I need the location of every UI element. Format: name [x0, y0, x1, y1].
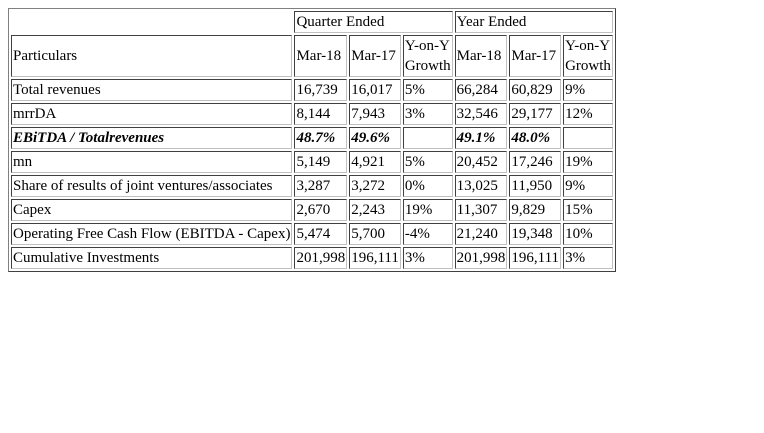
growth-header-line-2: Growth: [404, 58, 451, 74]
cell-year-growth: 9%: [563, 79, 613, 101]
group-header-quarter: Quarter Ended: [294, 11, 453, 33]
cell-year-current: 66,284: [454, 79, 508, 101]
column-header-year-current: Mar-18: [454, 35, 508, 77]
cell-year-growth: 15%: [563, 199, 613, 221]
cell-quarter-previous: 2,243: [349, 199, 401, 221]
cell-quarter-previous: 196,111: [349, 247, 401, 269]
table-row: Total revenues 16,739 16,017 5% 66,284 6…: [11, 79, 613, 101]
cell-quarter-previous: 7,943: [349, 103, 401, 125]
cell-year-current: 13,025: [454, 175, 508, 197]
cell-year-growth: 10%: [563, 223, 613, 245]
table-column-header-row: Particulars Mar-18 Mar-17 Y-on-Y Growth M…: [11, 35, 613, 77]
row-label: mrrDA: [11, 103, 293, 125]
cell-year-current: 32,546: [454, 103, 508, 125]
cell-year-previous: 17,246: [509, 151, 562, 173]
row-label: Share of results of joint ventures/assoc…: [11, 175, 293, 197]
cell-quarter-growth: -4%: [402, 223, 453, 245]
column-header-quarter-current: Mar-18: [294, 35, 348, 77]
cell-quarter-previous: 49.6%: [349, 127, 401, 149]
cell-quarter-growth: 5%: [402, 151, 453, 173]
cell-quarter-current: 201,998: [294, 247, 348, 269]
cell-year-previous: 48.0%: [509, 127, 562, 149]
column-header-year-previous: Mar-17: [509, 35, 562, 77]
cell-year-growth: 19%: [563, 151, 613, 173]
cell-year-growth: 12%: [563, 103, 613, 125]
column-header-quarter-previous: Mar-17: [349, 35, 401, 77]
column-header-particulars: Particulars: [11, 35, 293, 77]
table-row: Operating Free Cash Flow (EBITDA - Capex…: [11, 223, 613, 245]
cell-quarter-previous: 5,700: [349, 223, 401, 245]
cell-quarter-growth: 0%: [402, 175, 453, 197]
financial-table-container: Quarter Ended Year Ended Particulars Mar…: [8, 8, 616, 272]
cell-quarter-current: 5,149: [294, 151, 348, 173]
growth-header-line-1: Y-on-Y: [404, 38, 450, 54]
table-row: Capex 2,670 2,243 19% 11,307 9,829 15%: [11, 199, 613, 221]
cell-quarter-previous: 3,272: [349, 175, 401, 197]
row-label: EBiTDA / Totalrevenues: [11, 127, 293, 149]
cell-year-current: 201,998: [454, 247, 508, 269]
cell-year-current: 11,307: [454, 199, 508, 221]
cell-year-previous: 29,177: [509, 103, 562, 125]
cell-quarter-current: 3,287: [294, 175, 348, 197]
cell-year-previous: 11,950: [509, 175, 562, 197]
table-row: mn 5,149 4,921 5% 20,452 17,246 19%: [11, 151, 613, 173]
cell-quarter-current: 48.7%: [294, 127, 348, 149]
table-row: Cumulative Investments 201,998 196,111 3…: [11, 247, 613, 269]
cell-quarter-previous: 16,017: [349, 79, 401, 101]
cell-year-growth: 9%: [563, 175, 613, 197]
row-label: Total revenues: [11, 79, 293, 101]
cell-year-current: 20,452: [454, 151, 508, 173]
column-header-quarter-growth: Y-on-Y Growth: [402, 35, 453, 77]
growth-header-line-2: Growth: [565, 58, 611, 74]
cell-year-previous: 196,111: [509, 247, 562, 269]
financial-summary-table: Quarter Ended Year Ended Particulars Mar…: [8, 8, 616, 272]
growth-header-line-1: Y-on-Y: [565, 38, 611, 54]
cell-quarter-current: 8,144: [294, 103, 348, 125]
row-label: Operating Free Cash Flow (EBITDA - Capex…: [11, 223, 293, 245]
cell-quarter-growth: [402, 127, 453, 149]
cell-quarter-current: 2,670: [294, 199, 348, 221]
cell-quarter-growth: 3%: [402, 247, 453, 269]
cell-year-growth: 3%: [563, 247, 613, 269]
cell-year-previous: 60,829: [509, 79, 562, 101]
column-header-year-growth: Y-on-Y Growth: [563, 35, 613, 77]
row-label: Cumulative Investments: [11, 247, 293, 269]
group-header-year: Year Ended: [454, 11, 613, 33]
cell-year-current: 21,240: [454, 223, 508, 245]
table-group-header-row: Quarter Ended Year Ended: [11, 11, 613, 33]
cell-quarter-previous: 4,921: [349, 151, 401, 173]
header-empty-cell: [11, 11, 292, 33]
table-row: mrrDA 8,144 7,943 3% 32,546 29,177 12%: [11, 103, 613, 125]
cell-quarter-growth: 5%: [402, 79, 453, 101]
cell-quarter-current: 16,739: [294, 79, 348, 101]
cell-quarter-growth: 19%: [402, 199, 453, 221]
cell-quarter-current: 5,474: [294, 223, 348, 245]
cell-year-previous: 9,829: [509, 199, 562, 221]
cell-year-current: 49.1%: [454, 127, 508, 149]
row-label: mn: [11, 151, 293, 173]
row-label: Capex: [11, 199, 293, 221]
table-row: EBiTDA / Totalrevenues 48.7% 49.6% 49.1%…: [11, 127, 613, 149]
cell-year-growth: [563, 127, 613, 149]
cell-year-previous: 19,348: [509, 223, 562, 245]
cell-quarter-growth: 3%: [402, 103, 453, 125]
table-row: Share of results of joint ventures/assoc…: [11, 175, 613, 197]
